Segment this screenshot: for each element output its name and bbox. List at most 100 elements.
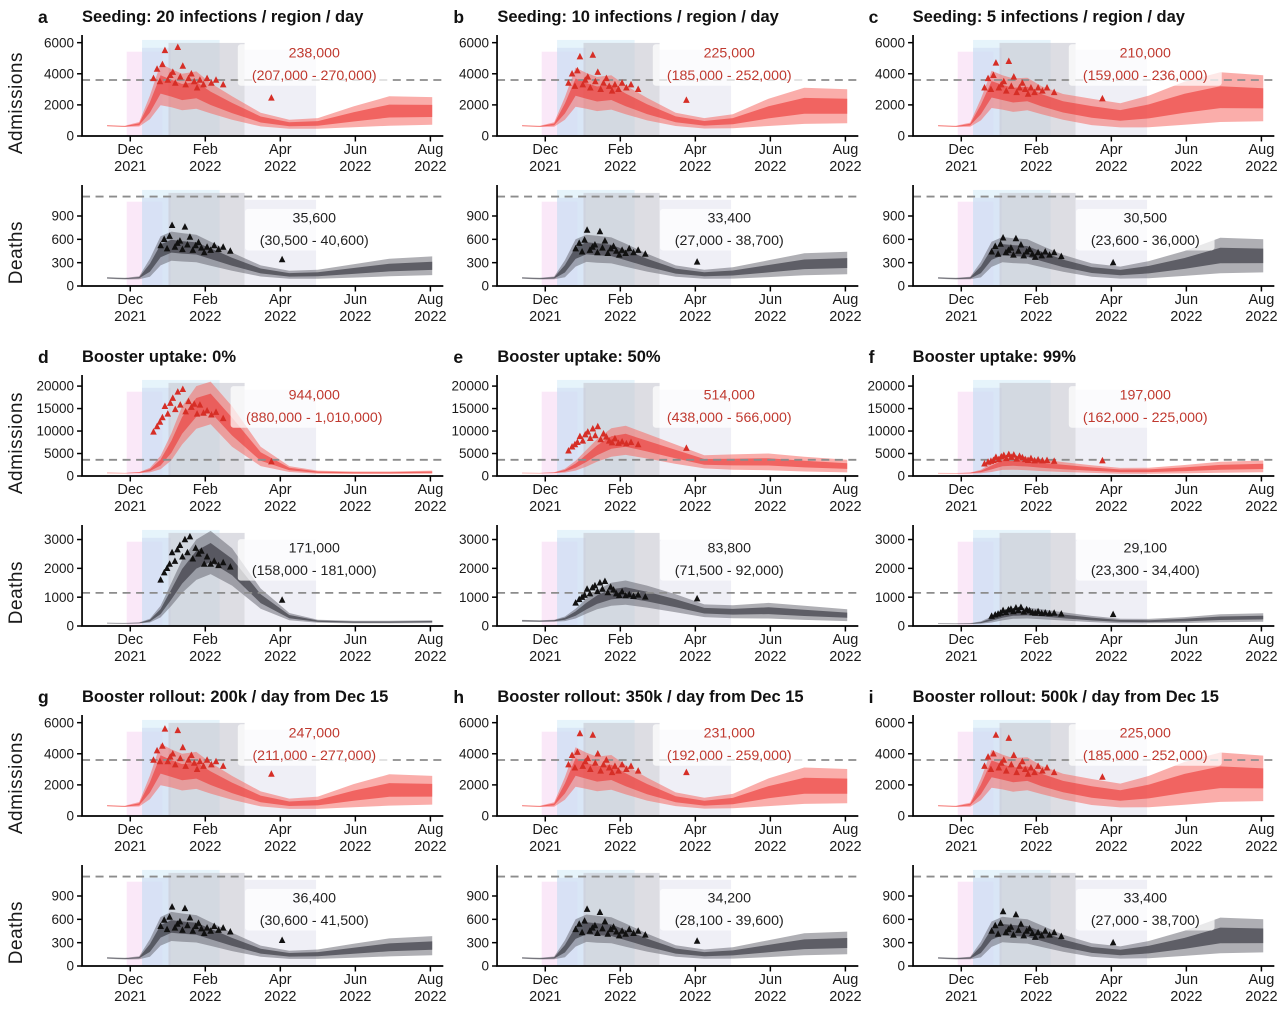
svg-text:900: 900 <box>51 209 74 224</box>
svg-text:2022: 2022 <box>339 159 371 175</box>
admissions-chart: 944,000 (880,000 - 1,010,000) 0 5000 10000 15… <box>36 375 447 515</box>
svg-text:20000: 20000 <box>36 379 74 394</box>
svg-text:Apr: Apr <box>1100 632 1123 648</box>
panel-f: f Booster uptake: 99% 197,000 (162,000 - … <box>865 340 1280 680</box>
svg-text:2022: 2022 <box>1245 839 1277 855</box>
svg-text:Jun: Jun <box>759 142 782 158</box>
svg-text:2022: 2022 <box>755 159 787 175</box>
svg-text:Aug: Aug <box>833 822 859 838</box>
svg-text:(185,000 - 252,000): (185,000 - 252,000) <box>1083 748 1208 764</box>
svg-text:Dec: Dec <box>948 482 974 498</box>
svg-text:(880,000 - 1,010,000): (880,000 - 1,010,000) <box>246 410 383 426</box>
svg-text:171,000: 171,000 <box>289 541 340 557</box>
svg-text:0: 0 <box>897 469 905 484</box>
panel-header: b Seeding: 10 infections / region / day <box>449 6 864 32</box>
admissions-chart: 210,000(159,000 - 236,000)0200040006000D… <box>875 35 1277 175</box>
svg-text:Feb: Feb <box>193 142 218 158</box>
svg-text:Aug: Aug <box>833 632 859 648</box>
annotation: 231,000 (192,000 - 259,000) <box>653 724 807 766</box>
y-axis-title-deaths: Deaths <box>6 221 27 285</box>
svg-text:Apr: Apr <box>269 142 292 158</box>
svg-text:6000: 6000 <box>875 35 905 50</box>
axes: 05000100001500020000Dec2021Feb2022Apr202… <box>36 375 447 515</box>
svg-text:2022: 2022 <box>680 499 712 515</box>
panel-letter: f <box>868 347 875 367</box>
axes: 0100020003000Dec2021Feb2022Apr2022Jun202… <box>459 525 862 665</box>
panel-title: Booster uptake: 99% <box>912 348 1076 366</box>
annotation: 514,000 (438,000 - 566,000) <box>653 386 807 428</box>
svg-text:36,400: 36,400 <box>293 890 337 906</box>
svg-text:Dec: Dec <box>533 482 559 498</box>
observation-points <box>980 731 1106 780</box>
annotation: 33,400 (27,000 - 38,700) <box>1075 888 1215 931</box>
svg-text:0: 0 <box>897 279 905 294</box>
svg-text:(23,600 - 36,000): (23,600 - 36,000) <box>1090 233 1199 249</box>
svg-text:2022: 2022 <box>1020 839 1052 855</box>
svg-text:Apr: Apr <box>684 482 707 498</box>
svg-text:2022: 2022 <box>830 159 862 175</box>
svg-text:0: 0 <box>482 809 490 824</box>
svg-text:300: 300 <box>467 255 490 270</box>
admissions-chart: 247,000(211,000 - 277,000)0200040006000D… <box>44 715 447 855</box>
svg-text:5000: 5000 <box>459 446 489 461</box>
svg-text:(207,000 - 270,000): (207,000 - 270,000) <box>252 68 377 84</box>
svg-text:Jun: Jun <box>759 482 782 498</box>
axes: 0200040006000Dec2021Feb2022Apr2022Jun202… <box>44 35 447 175</box>
svg-text:1000: 1000 <box>44 590 74 605</box>
svg-text:Feb: Feb <box>608 482 633 498</box>
svg-text:2022: 2022 <box>830 649 862 665</box>
svg-text:2022: 2022 <box>264 649 296 665</box>
admissions-chart: 231,000(192,000 - 259,000)0200040006000D… <box>459 715 862 855</box>
svg-text:Aug: Aug <box>417 632 443 648</box>
svg-text:Apr: Apr <box>1100 822 1123 838</box>
annotation: 83,800 (71,500 - 92,000) <box>660 539 799 581</box>
svg-text:2022: 2022 <box>1245 989 1277 1005</box>
svg-text:2022: 2022 <box>1170 309 1202 325</box>
svg-text:600: 600 <box>467 912 490 927</box>
deaths-chart: 35,600(30,500 - 40,600)0300600900Dec2021… <box>51 185 447 325</box>
svg-text:(185,000 - 252,000): (185,000 - 252,000) <box>667 68 792 84</box>
svg-text:4000: 4000 <box>459 746 489 761</box>
svg-text:2000: 2000 <box>44 777 74 792</box>
svg-text:2021: 2021 <box>114 649 146 665</box>
svg-text:4000: 4000 <box>875 66 905 81</box>
observation-points <box>157 532 286 603</box>
panel-letter: h <box>453 687 465 707</box>
svg-text:(27,000 - 38,700): (27,000 - 38,700) <box>675 233 784 249</box>
svg-text:2022: 2022 <box>1245 499 1277 515</box>
svg-text:2022: 2022 <box>189 499 221 515</box>
svg-text:6000: 6000 <box>459 35 489 50</box>
observation-points <box>572 905 701 944</box>
svg-text:Aug: Aug <box>417 972 443 988</box>
svg-text:Feb: Feb <box>1023 632 1048 648</box>
svg-text:2022: 2022 <box>604 499 636 515</box>
axes: 0200040006000Dec2021Feb2022Apr2022Jun202… <box>44 715 447 855</box>
svg-text:0: 0 <box>67 959 75 974</box>
svg-text:0: 0 <box>897 959 905 974</box>
svg-text:Feb: Feb <box>1023 822 1048 838</box>
svg-text:Dec: Dec <box>117 632 143 648</box>
admissions-chart: 197,000 (162,000 - 225,000) 0 5000 10000 1500… <box>867 375 1277 515</box>
svg-text:2022: 2022 <box>680 309 712 325</box>
svg-text:2021: 2021 <box>945 839 977 855</box>
svg-text:Jun: Jun <box>344 292 367 308</box>
svg-text:Feb: Feb <box>608 292 633 308</box>
axes: 05000100001500020000Dec2021Feb2022Apr202… <box>867 375 1277 515</box>
svg-text:15000: 15000 <box>867 401 905 416</box>
panel-letter: e <box>453 347 464 367</box>
svg-text:Feb: Feb <box>608 822 633 838</box>
svg-text:Jun: Jun <box>759 822 782 838</box>
svg-text:2022: 2022 <box>264 309 296 325</box>
svg-text:2022: 2022 <box>189 649 221 665</box>
svg-text:2022: 2022 <box>339 839 371 855</box>
observation-points <box>987 907 1117 946</box>
annotation: 30,500 (23,600 - 36,000) <box>1075 208 1215 251</box>
svg-text:10000: 10000 <box>452 424 490 439</box>
svg-text:Aug: Aug <box>1248 142 1274 158</box>
observation-points <box>565 729 691 776</box>
panel-title: Booster rollout: 350k / day from Dec 15 <box>497 688 804 706</box>
svg-text:2022: 2022 <box>264 839 296 855</box>
svg-text:1000: 1000 <box>875 590 905 605</box>
svg-text:Aug: Aug <box>833 142 859 158</box>
svg-text:Jun: Jun <box>344 142 367 158</box>
